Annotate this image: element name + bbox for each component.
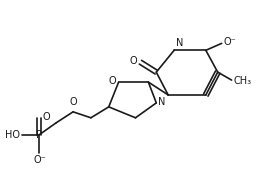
Text: O⁻: O⁻ xyxy=(224,37,236,47)
Text: CH₃: CH₃ xyxy=(234,76,252,86)
Text: N: N xyxy=(176,38,183,48)
Text: O: O xyxy=(69,97,77,107)
Text: P: P xyxy=(36,130,42,140)
Text: N: N xyxy=(158,97,165,107)
Text: O: O xyxy=(130,56,138,66)
Text: O: O xyxy=(108,76,116,86)
Text: O⁻: O⁻ xyxy=(33,155,46,165)
Text: O: O xyxy=(42,112,50,122)
Text: HO: HO xyxy=(5,130,20,140)
